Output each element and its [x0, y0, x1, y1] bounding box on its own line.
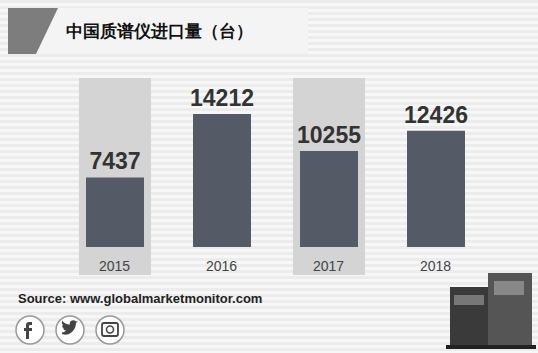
svg-text:7437: 7437: [89, 148, 140, 174]
svg-text:2018: 2018: [420, 258, 451, 274]
svg-text:2017: 2017: [313, 258, 344, 274]
svg-text:14212: 14212: [190, 85, 254, 111]
svg-text:2016: 2016: [206, 258, 237, 274]
html-text:Source: www.globalmarketmonito: Source: www.globalmarketmonitor.com: [18, 291, 263, 306]
svg-text:2015: 2015: [99, 258, 130, 274]
svg-text:12426: 12426: [404, 102, 468, 128]
svg-text:10255: 10255: [297, 122, 361, 148]
html-text:中国质谱仪进口量（台）: 中国质谱仪进口量（台）: [66, 22, 253, 41]
